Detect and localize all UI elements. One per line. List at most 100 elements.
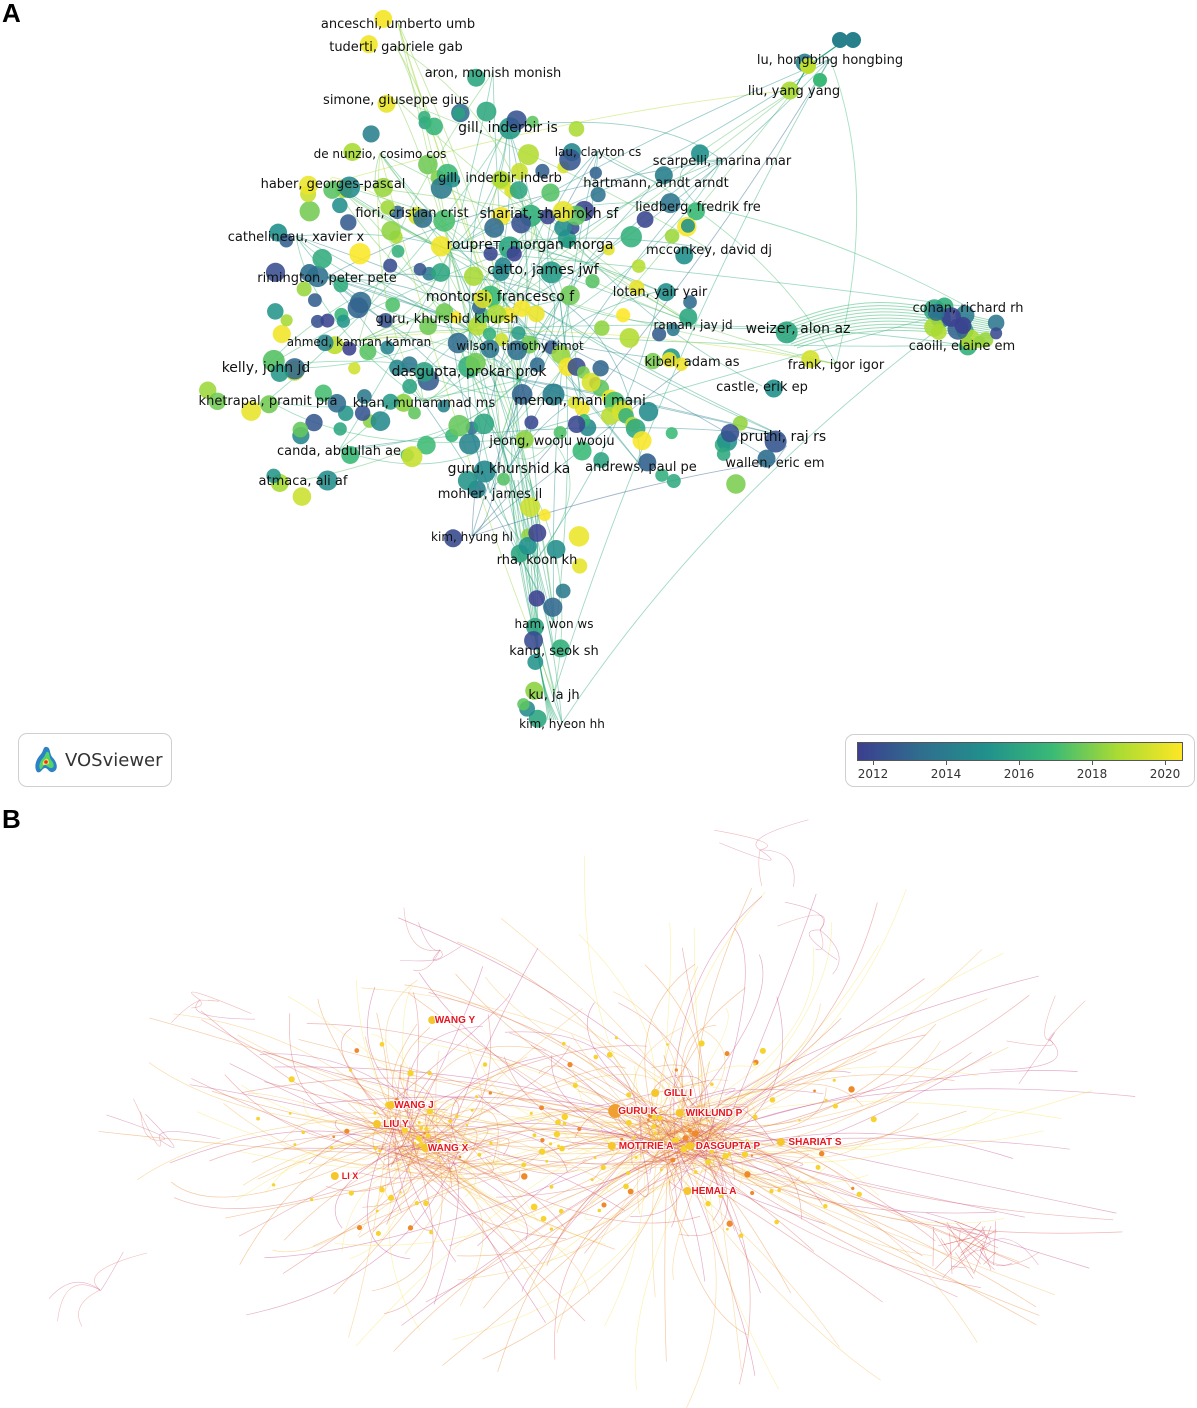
citation-edge (389, 1111, 432, 1231)
citation-edge (677, 1117, 736, 1232)
citation-edge (94, 1252, 148, 1291)
author-node (524, 631, 543, 650)
citation-edge (674, 1084, 721, 1116)
citation-edge (334, 1145, 404, 1229)
author-node (354, 405, 371, 421)
vosviewer-logo-icon (35, 746, 57, 773)
citation-edge (651, 966, 699, 1136)
citation-edge (381, 1123, 501, 1143)
author-node (927, 303, 945, 321)
citation-edge (483, 1046, 664, 1124)
author-node (347, 297, 369, 319)
citation-edge (376, 1066, 707, 1126)
author-node (856, 1191, 862, 1197)
author-node (673, 1136, 680, 1143)
citation-edge (485, 976, 678, 1123)
citation-edge (333, 1134, 453, 1295)
citation-edge (432, 946, 462, 962)
author-label: kibel, adam as (645, 355, 740, 370)
author-node (511, 162, 528, 180)
author-node (552, 201, 574, 222)
author-node (336, 314, 350, 328)
citation-edge (658, 1134, 743, 1203)
citation-edge (545, 1114, 697, 1201)
author-node (757, 449, 776, 468)
author-label: haber, georges-pascal (261, 177, 406, 192)
citation-edge (306, 1023, 656, 1121)
citation-edge (696, 1046, 1009, 1128)
citation-edge (667, 1160, 883, 1303)
author-node (744, 1139, 750, 1144)
author-node (769, 1188, 774, 1194)
citation-edge (322, 1079, 420, 1121)
author-node (539, 1105, 544, 1111)
citation-edge (719, 842, 772, 861)
citation-network: WANG Y GILL I GURU K WIKLUND P WANG J LIU Y MO… (48, 819, 1136, 1408)
author-node (425, 1133, 431, 1138)
author-node (554, 219, 572, 237)
citation-edge (364, 1036, 419, 1141)
citation-edge (645, 1117, 958, 1298)
author-node (316, 334, 334, 352)
citation-edge (653, 1003, 821, 1141)
author-node (526, 617, 545, 636)
citation-edge (420, 1113, 644, 1184)
citation-edge (634, 1164, 696, 1390)
citation-edge (361, 987, 709, 1114)
coauthor-edge (469, 329, 963, 347)
author-node (526, 115, 539, 128)
citation-edge (706, 1024, 937, 1127)
citation-edge (698, 888, 753, 1126)
coauthor-edge (519, 181, 657, 381)
author-label: wilson, timothy timot (456, 339, 584, 353)
author-node (593, 1054, 599, 1060)
author-node (349, 1068, 353, 1072)
citation-edge (703, 1139, 862, 1220)
author-node (653, 1131, 657, 1136)
citation-edge (407, 992, 649, 1141)
author-node (738, 1233, 744, 1238)
author-node (577, 1126, 582, 1132)
citation-edge (358, 1156, 450, 1179)
author-node (377, 94, 396, 113)
citation-edge (418, 922, 441, 951)
coauthor-edge (332, 182, 501, 441)
citation-edge (710, 1143, 742, 1371)
author-label: rouprет, morgan morga (447, 237, 614, 253)
author-node (293, 1143, 297, 1147)
citation-edge (235, 1124, 460, 1201)
author-node (256, 1116, 260, 1121)
citation-edge (394, 1117, 567, 1239)
citation-edge (171, 999, 201, 1023)
citation-edge (432, 1099, 552, 1127)
coauthor-edge (774, 445, 787, 463)
citation-edge (457, 1090, 504, 1133)
author-node (590, 187, 606, 203)
author-label: wallen, eric em (725, 456, 824, 471)
citation-edge (448, 1137, 510, 1162)
citation-edge (679, 1145, 728, 1236)
citation-edge (546, 1073, 672, 1119)
citation-edge (355, 1122, 643, 1347)
coauthor-edge (536, 290, 661, 560)
author-node (691, 144, 710, 163)
author-node (296, 281, 312, 297)
author-node (354, 1048, 360, 1053)
citation-edge (282, 1153, 444, 1274)
citation-edge (667, 998, 988, 1158)
coauthor-edge (553, 58, 831, 695)
citation-edge (669, 1072, 694, 1120)
citation-edge (643, 1018, 842, 1145)
citation-edge (201, 1019, 419, 1120)
author-label: khan, muhammad ms (353, 396, 496, 411)
citation-edge (145, 1113, 175, 1148)
citation-edge (666, 954, 764, 1135)
citation-edge (456, 1132, 664, 1169)
citation-edge (618, 1101, 686, 1152)
citation-edge (960, 1229, 997, 1256)
author-node (320, 313, 335, 328)
citation-edge (308, 1128, 423, 1165)
citation-edge (480, 1064, 675, 1149)
citation-edge (417, 1144, 528, 1241)
citation-edge (707, 952, 1004, 1134)
